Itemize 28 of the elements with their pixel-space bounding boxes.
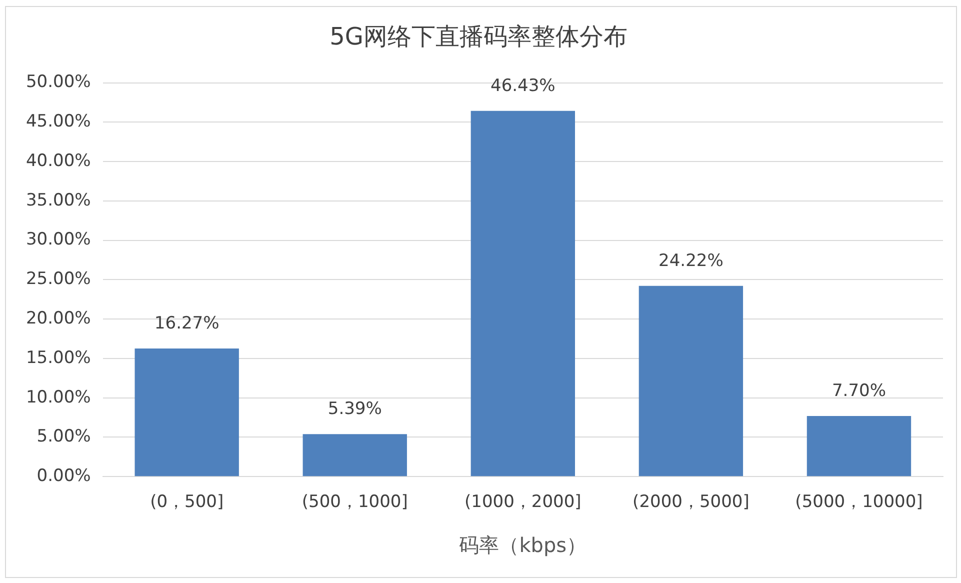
data-label: 16.27% (154, 313, 220, 334)
x-tick-label: (1000，2000] (464, 492, 582, 512)
y-tick-label: 50.00% (26, 72, 91, 92)
y-tick-label: 10.00% (26, 387, 91, 408)
y-tick-label: 15.00% (26, 348, 91, 368)
data-label: 24.22% (658, 250, 724, 271)
x-tick-label: (500，1000] (302, 492, 408, 512)
bar (302, 434, 407, 476)
y-tick-label: 35.00% (26, 190, 91, 210)
chart-title: 5G网络下直播码率整体分布 (330, 22, 628, 51)
bar (470, 110, 575, 476)
bar (134, 348, 239, 476)
y-tick-label: 0.00% (36, 466, 91, 486)
y-tick-label: 5.00% (36, 426, 91, 447)
x-tick-label: (5000，10000] (795, 492, 923, 512)
data-label: 46.43% (490, 76, 556, 96)
bar (806, 416, 912, 476)
x-tick-label: (0，500] (150, 492, 224, 512)
y-tick-label: 25.00% (26, 269, 91, 290)
x-axis-title: 码率（kbps） (459, 533, 587, 558)
data-label: 5.39% (328, 399, 382, 420)
y-tick-label: 45.00% (26, 112, 91, 132)
y-tick-label: 20.00% (26, 308, 91, 328)
bar (638, 286, 744, 476)
x-tick-label: (2000，5000] (632, 492, 750, 512)
y-tick-label: 30.00% (26, 230, 91, 250)
data-label: 7.70% (832, 380, 886, 401)
y-tick-label: 40.00% (26, 150, 91, 171)
